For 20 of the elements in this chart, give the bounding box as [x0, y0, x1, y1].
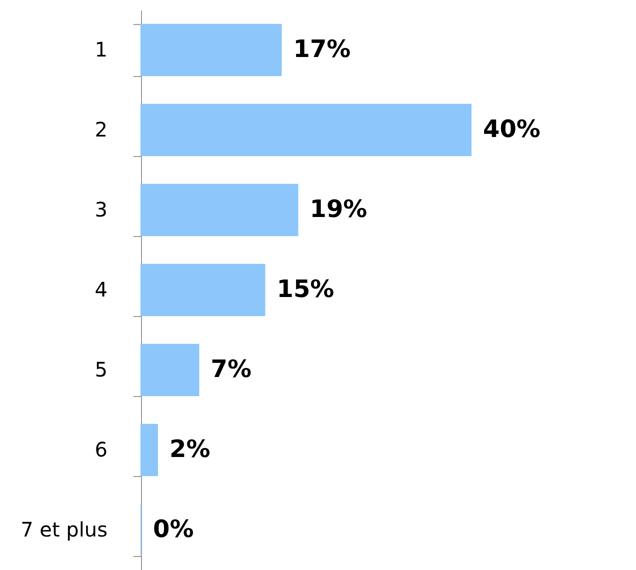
y-tick-label: 6 [94, 438, 108, 462]
data-label: 7% [210, 355, 252, 383]
bar [140, 104, 472, 156]
data-label: 15% [276, 275, 334, 303]
bar [140, 264, 266, 316]
bar [140, 344, 200, 396]
data-label: 19% [310, 195, 368, 223]
y-tick-label: 5 [94, 358, 108, 382]
y-tick-label: 1 [94, 38, 108, 62]
y-tick-label: 3 [94, 198, 108, 222]
bar [140, 24, 282, 76]
data-label: 40% [483, 115, 540, 143]
y-tick-label: 7 et plus [20, 518, 108, 542]
data-label: 2% [170, 435, 210, 463]
data-label: 0% [153, 515, 194, 543]
bar [140, 184, 298, 236]
data-label: 17% [293, 35, 351, 63]
y-tick-label: 2 [94, 118, 108, 142]
y-tick-label: 4 [94, 278, 108, 302]
bar [140, 424, 158, 476]
